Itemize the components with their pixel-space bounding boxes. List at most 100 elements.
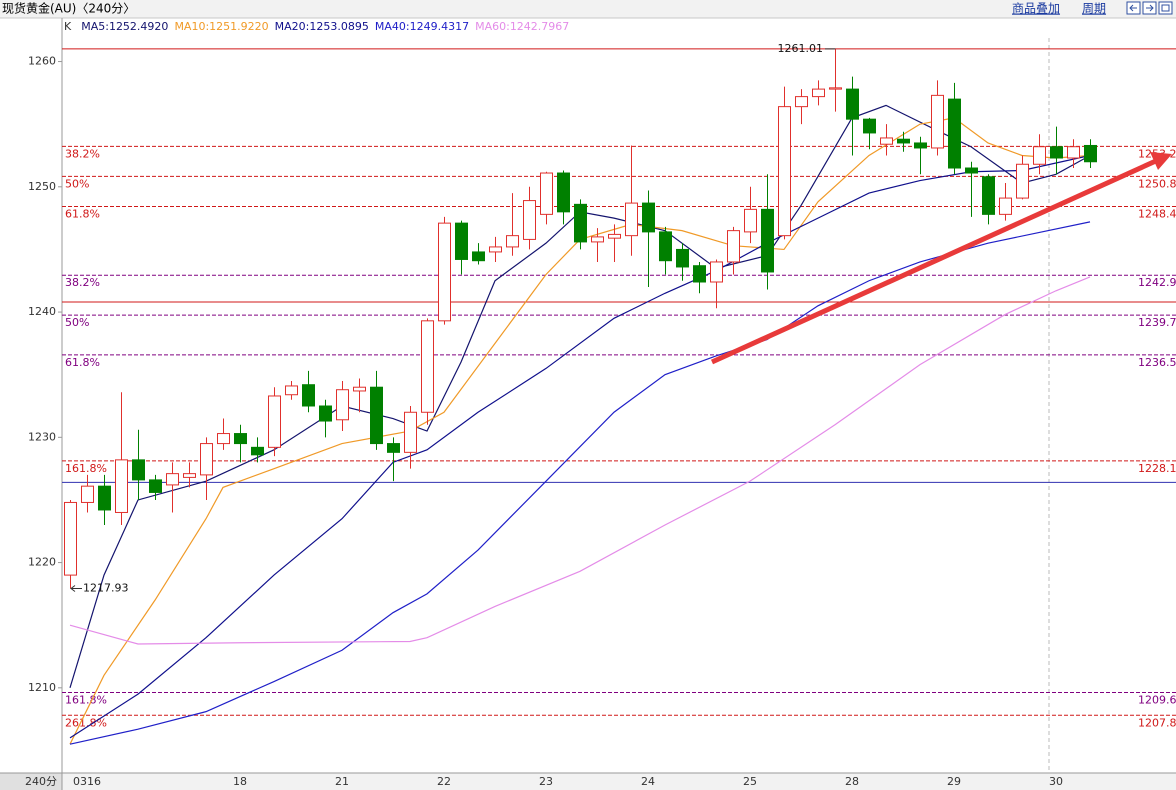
candle-body <box>744 208 757 233</box>
overlay-link[interactable]: 商品叠加 <box>1012 1 1060 16</box>
candle-body <box>557 172 570 213</box>
x-axis-unit-box <box>0 773 62 790</box>
fib-percent-label: 161.8% <box>65 693 107 706</box>
ma-line <box>69 154 1091 739</box>
ma-line <box>69 221 1091 745</box>
fib-price-label: 1207.81 <box>1138 716 1176 729</box>
candle-body <box>421 320 434 413</box>
window-title: 现货黄金(AU)〈240分〉 <box>2 1 135 16</box>
candle-body <box>778 106 791 237</box>
fib-percent-label: 50% <box>65 316 89 329</box>
fib-price-label: 1248.43 <box>1138 207 1176 220</box>
fib-price-label: 1236.58 <box>1138 356 1176 369</box>
y-tick-label: 1220 <box>28 556 56 569</box>
period-link[interactable]: 周期 <box>1082 2 1106 16</box>
candle-body <box>761 208 774 273</box>
candle-body <box>183 473 196 478</box>
ma-line <box>69 276 1091 645</box>
legend-entry: MA40:1249.4317 <box>375 20 469 33</box>
candle-body <box>115 459 128 513</box>
candle-body <box>489 246 502 253</box>
fib-percent-label: 61.8% <box>65 356 100 369</box>
candle-body <box>472 251 485 262</box>
fib-price-label: 1250.83 <box>1138 177 1176 190</box>
x-tick-label: 24 <box>641 775 655 788</box>
candle-body <box>982 176 995 215</box>
candle-body <box>931 94 944 149</box>
candle-body <box>81 485 94 503</box>
candle-body <box>98 485 111 511</box>
candle-body <box>353 386 366 392</box>
legend-prefix: K <box>64 20 72 33</box>
candle-body <box>812 88 825 98</box>
trend-arrow <box>710 152 1172 365</box>
candle-body <box>268 395 281 448</box>
fib-price-label: 1242.94 <box>1138 276 1176 289</box>
candle-body <box>846 88 859 120</box>
candle-body <box>132 459 145 481</box>
candle-body <box>948 98 961 169</box>
candle-body <box>642 202 655 233</box>
fib-percent-label: 161.8% <box>65 462 107 475</box>
candle-body <box>659 231 672 262</box>
candle-body <box>676 248 689 268</box>
candle-body <box>1067 146 1080 159</box>
x-axis-unit: 240分 <box>25 775 57 788</box>
candle-body <box>506 235 519 248</box>
fib-percent-label: 50% <box>65 177 89 190</box>
high-annotation: 1261.01 <box>778 42 824 55</box>
candle-body <box>829 87 842 90</box>
candle-body <box>574 203 587 243</box>
low-annotation: 1217.93 <box>83 581 129 594</box>
candle-body <box>166 473 179 486</box>
legend-entry: MA20:1253.0895 <box>275 20 369 33</box>
candle-body <box>1016 163 1029 199</box>
candle-body <box>438 222 451 322</box>
candle-body <box>370 386 383 445</box>
candle-body <box>64 501 77 576</box>
nav-icons[interactable] <box>1126 1 1173 15</box>
x-tick-label: 30 <box>1049 775 1063 788</box>
candle-body <box>591 236 604 243</box>
x-tick-label: 23 <box>539 775 553 788</box>
header-bar <box>0 0 1176 18</box>
candle-body <box>693 265 706 283</box>
x-tick-label: 21 <box>335 775 349 788</box>
candle-body <box>1084 144 1097 163</box>
y-tick-label: 1260 <box>28 55 56 68</box>
candle-body <box>710 261 723 283</box>
candle-body <box>1033 146 1046 165</box>
y-tick-label: 1240 <box>28 305 56 318</box>
candle-body <box>1050 146 1063 159</box>
fib-price-label: 1239.76 <box>1138 316 1176 329</box>
y-tick-label: 1210 <box>28 681 56 694</box>
plot: 12101220123012401250126038.2%1253.2350%1… <box>28 42 1176 788</box>
x-tick-label: 28 <box>845 775 859 788</box>
candle-body <box>387 443 400 453</box>
fib-price-label: 1209.63 <box>1138 693 1176 706</box>
candle-body <box>200 443 213 476</box>
candle-body <box>965 167 978 174</box>
candle-body <box>251 446 264 456</box>
fib-percent-label: 261.8% <box>65 716 107 729</box>
candle-body <box>897 138 910 144</box>
fib-percent-label: 38.2% <box>65 147 100 160</box>
ma-line <box>69 104 1091 688</box>
y-tick-label: 1230 <box>28 430 56 443</box>
y-tick-label: 1250 <box>28 180 56 193</box>
candle-body <box>404 411 417 453</box>
candle-body <box>302 384 315 407</box>
x-tick-label: 0316 <box>73 775 101 788</box>
candle-body <box>863 118 876 134</box>
x-axis-bar <box>0 773 1176 790</box>
candle-body <box>285 385 298 396</box>
x-tick-label: 25 <box>743 775 757 788</box>
candle-body <box>795 96 808 108</box>
candle-body <box>234 433 247 445</box>
fib-price-label: 1228.12 <box>1138 462 1176 475</box>
x-tick-label: 18 <box>233 775 247 788</box>
fib-percent-label: 61.8% <box>65 207 100 220</box>
candle-body <box>727 230 740 263</box>
x-tick-label: 29 <box>947 775 961 788</box>
